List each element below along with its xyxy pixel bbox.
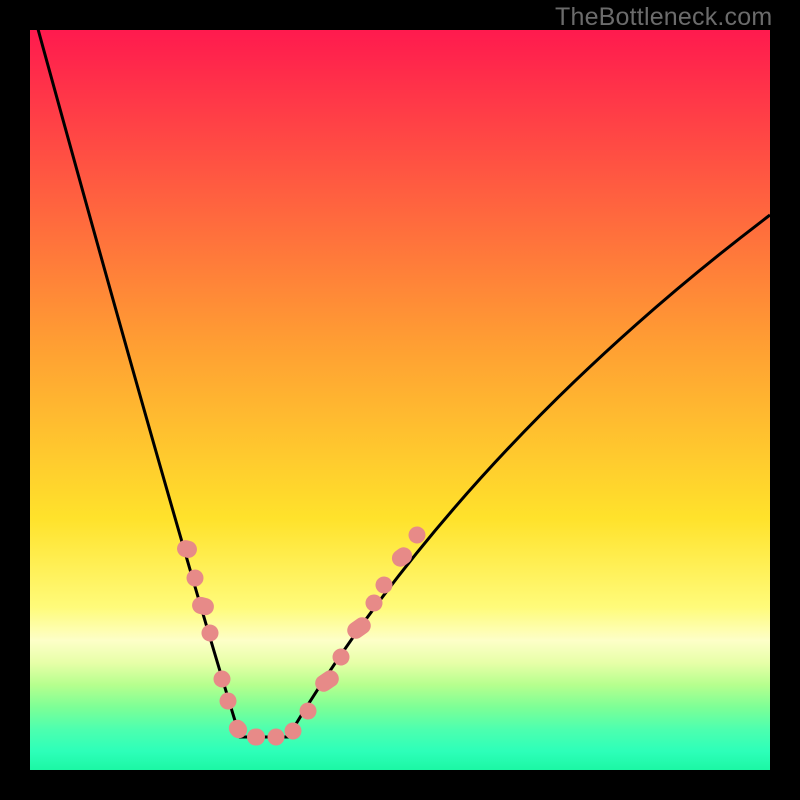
curve-marker	[268, 729, 285, 746]
watermark-text: TheBottleneck.com	[555, 3, 772, 32]
curve-marker	[247, 729, 265, 746]
chart-frame: TheBottleneck.com	[0, 0, 800, 800]
bottleneck-chart	[30, 30, 770, 770]
plot-area	[30, 30, 770, 770]
